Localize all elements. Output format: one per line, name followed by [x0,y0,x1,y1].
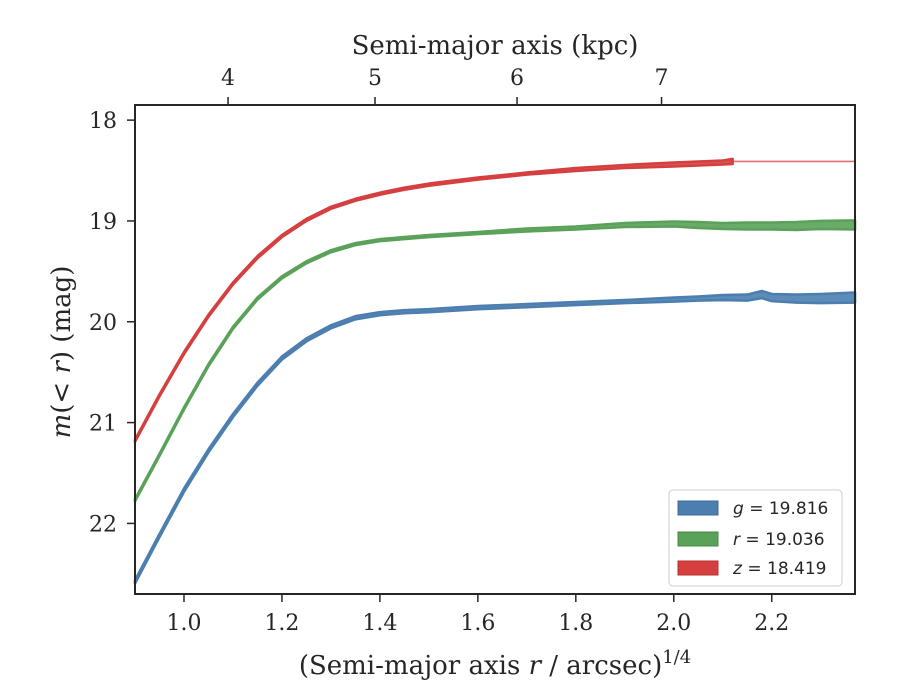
legend-item-g: g = 19.816 [677,499,828,519]
x-tick-label: 1.8 [558,611,593,636]
legend-label-z: z = 18.419 [732,559,826,579]
x-tick-label: 1.0 [166,611,201,636]
y-tick-label: 20 [89,311,117,336]
y-axis-title-lt: < [47,374,77,404]
legend-label-r: r = 19.036 [733,530,825,550]
y-axis-title-m: m [47,414,77,439]
x-axis-title-post: / arcsec) [541,651,662,681]
legend-item-r: r = 19.036 [677,530,825,550]
top-x-tick-label: 7 [655,66,669,91]
y-axis-title-unit: (mag) [47,266,77,351]
x-ticks: 1.0 1.2 1.4 1.6 1.8 2.0 2.2 [166,594,789,636]
y-tick-label: 18 [89,109,117,134]
x-tick-label: 1.2 [264,611,299,636]
x-axis-title-sup: 1/4 [662,647,691,668]
legend-label-g: g = 19.816 [733,499,828,519]
series-band-r [133,219,857,503]
top-x-axis-title: Semi-major axis (kpc) [352,31,639,61]
x-tick-label: 2.0 [656,611,691,636]
y-tick-label: 19 [89,210,117,235]
y-axis-title-close: ) [47,351,77,361]
y-tick-label: 22 [89,512,117,537]
y-tick-label: 21 [89,412,117,437]
top-x-ticks: 4 5 6 7 [221,66,669,105]
series-band-z [133,157,734,444]
legend: g = 19.816 r = 19.036 z = 18.419 [668,489,843,587]
x-axis-title-pre: (Semi-major axis [299,651,529,681]
top-x-tick-label: 6 [510,66,524,91]
x-tick-label: 1.4 [362,611,397,636]
x-axis-title: (Semi-major axis r / arcsec)1/4 [299,647,691,681]
y-axis-title: m(< r) (mag) [47,266,77,439]
legend-swatch-z [677,560,719,576]
legend-item-z: z = 18.419 [677,559,826,579]
plot-frame [134,104,856,595]
x-axis-title-var: r [529,651,543,681]
x-tick-label: 2.2 [754,611,789,636]
y-axis-title-open: ( [47,404,77,414]
y-ticks: 18 19 20 21 22 [89,109,135,537]
y-axis-title-r: r [47,360,77,374]
top-x-tick-label: 4 [221,66,235,91]
top-x-tick-label: 5 [368,66,382,91]
legend-swatch-g [677,500,719,516]
x-tick-label: 1.6 [460,611,495,636]
legend-swatch-r [677,531,719,547]
